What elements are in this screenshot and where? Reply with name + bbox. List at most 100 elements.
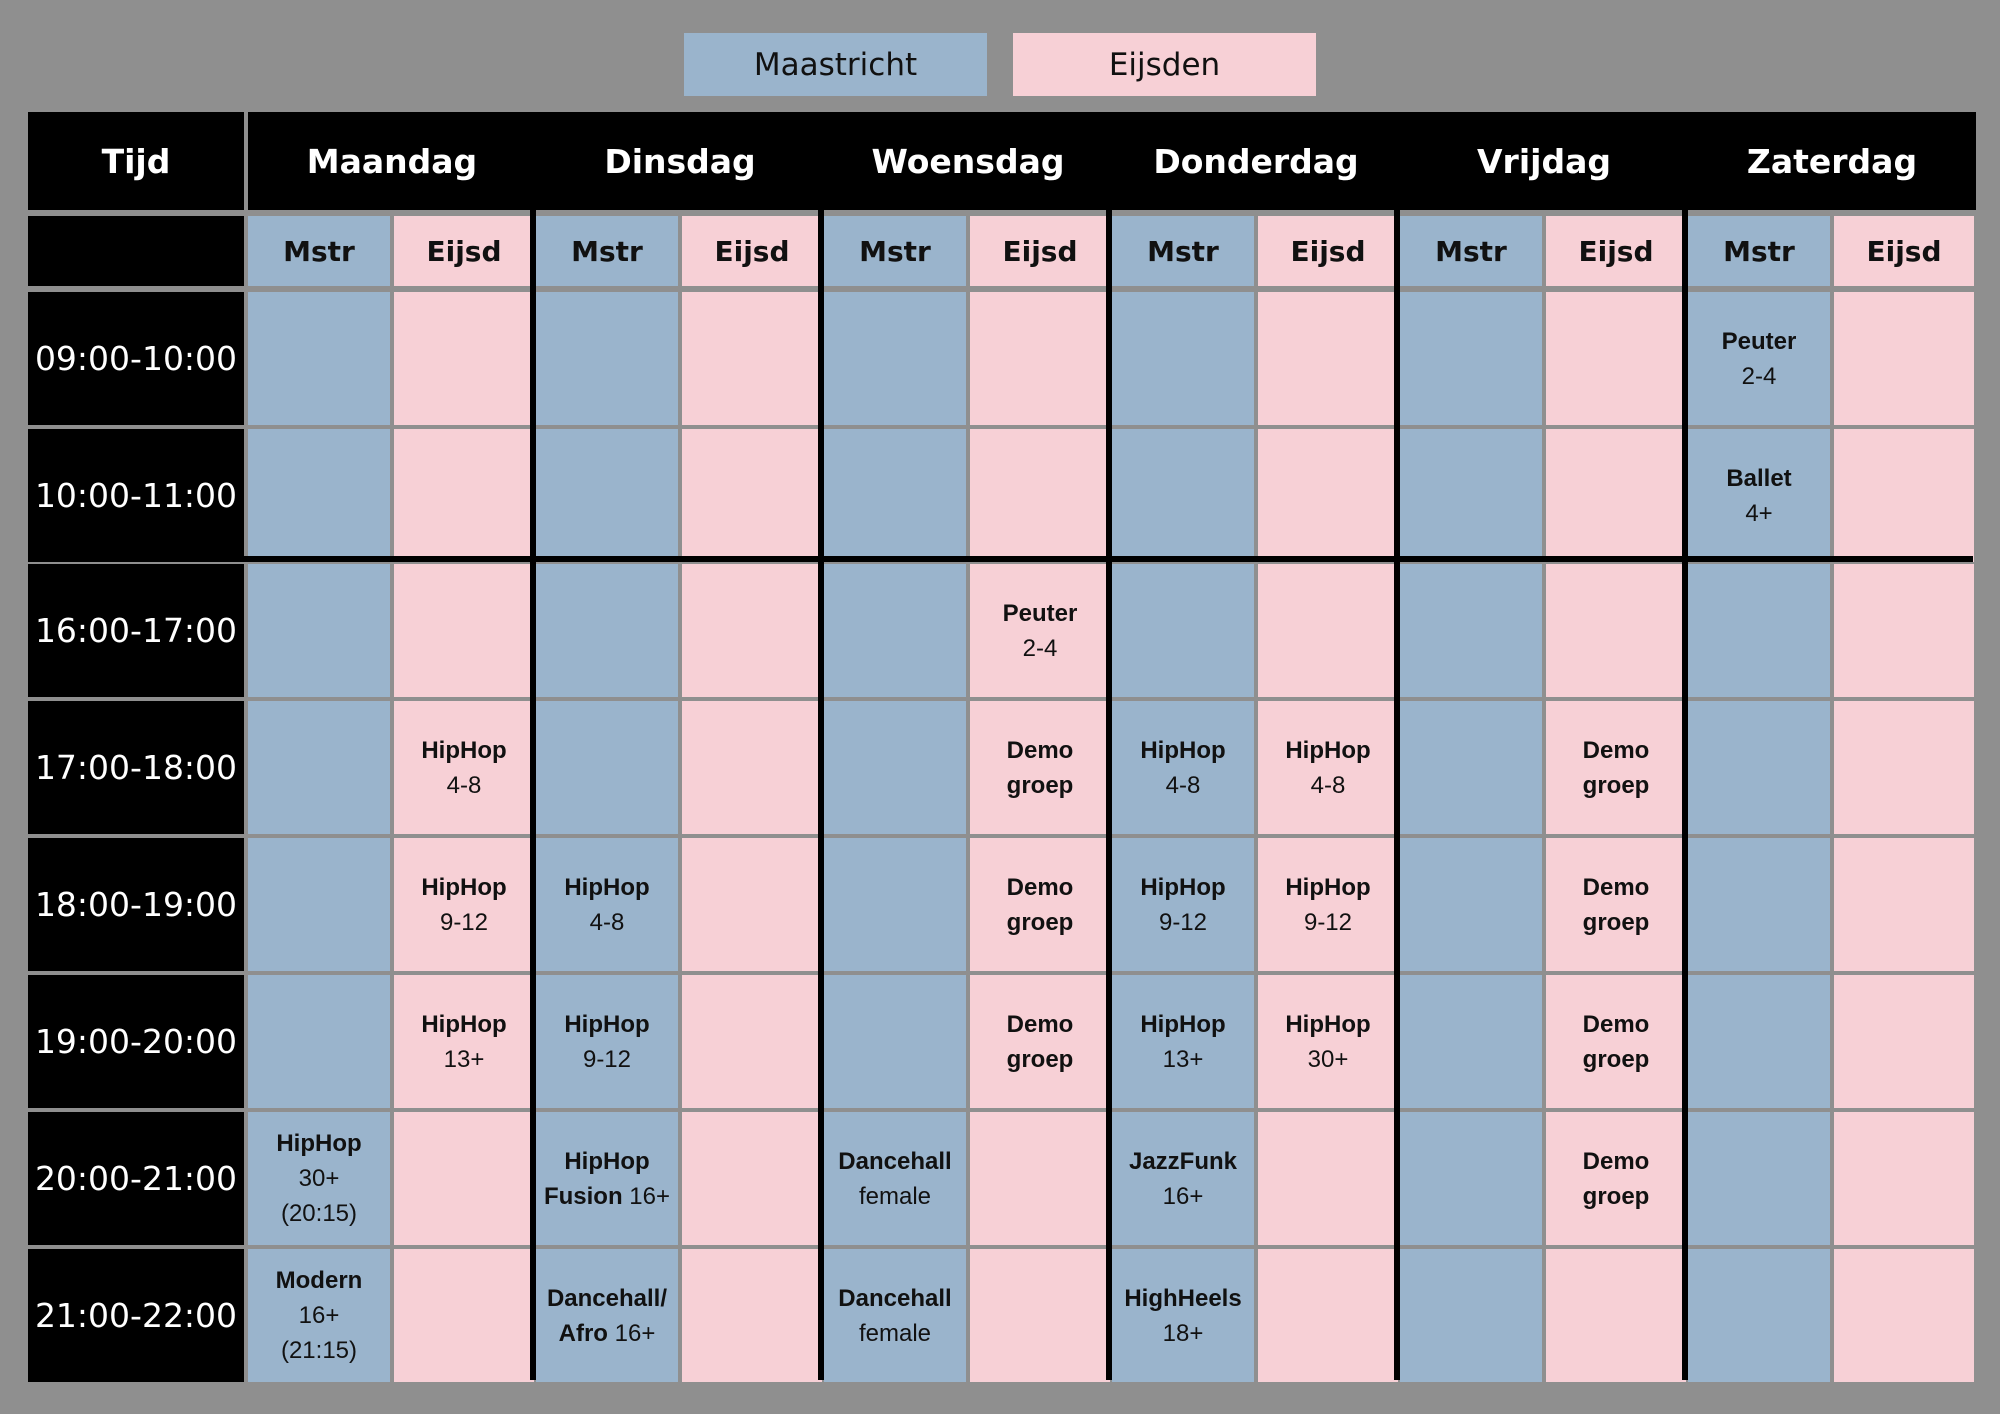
class-line: HipHop xyxy=(1140,733,1225,768)
class-line: Demo xyxy=(1583,1007,1650,1042)
subheader-mstr: Mstr xyxy=(824,216,966,286)
class-line-text: 18+ xyxy=(1162,1319,1204,1347)
schedule-cell-eijsd xyxy=(1258,564,1398,697)
schedule-cell-mstr xyxy=(1688,564,1830,697)
class-line-text: JazzFunk xyxy=(1128,1147,1238,1175)
schedule-cell-eijsd xyxy=(394,564,534,697)
schedule-cell-mstr xyxy=(536,564,678,697)
schedule-cell-eijsd xyxy=(682,564,822,697)
time-slot: 18:00-19:00 xyxy=(28,838,244,971)
class-line-text: HipHop xyxy=(1140,873,1226,901)
class-entry: Dancehall/Afro 16+ xyxy=(536,1249,678,1382)
class-line-text: 4+ xyxy=(1745,499,1773,527)
schedule-cell-mstr xyxy=(824,701,966,834)
class-line: Demo xyxy=(1007,870,1074,905)
class-line: 4-8 xyxy=(447,768,482,803)
class-line: 16+ xyxy=(299,1298,340,1333)
schedule-cell-mstr xyxy=(1688,1112,1830,1245)
schedule-cell-mstr xyxy=(1688,701,1830,834)
class-line: 16+ xyxy=(1163,1179,1204,1214)
schedule-cell-eijsd xyxy=(1834,292,1974,425)
schedule-cell-eijsd xyxy=(1546,429,1686,562)
class-entry: HipHop 9-12 xyxy=(1112,838,1254,971)
schedule-cell-eijsd xyxy=(394,429,534,562)
day-separator xyxy=(1682,112,1688,1380)
day-separator xyxy=(1394,112,1400,1380)
class-line-text: groep xyxy=(1006,1045,1074,1073)
schedule-cell-eijsd xyxy=(682,838,822,971)
schedule-cell-eijsd xyxy=(1546,292,1686,425)
class-entry: HipHop 30+ (20:15) xyxy=(248,1112,390,1245)
subheader-eijsd: Eijsd xyxy=(394,216,534,286)
schedule-cell-eijsd xyxy=(682,1249,822,1382)
class-line-text: 9-12 xyxy=(1158,908,1208,936)
schedule-cell-eijsd xyxy=(1834,1249,1974,1382)
class-line: HipHop xyxy=(421,1007,506,1042)
class-line: 2-4 xyxy=(1023,631,1058,666)
schedule-cell-eijsd xyxy=(1834,1112,1974,1245)
schedule-cell-eijsd xyxy=(970,292,1110,425)
class-entry: Modern 16+ (21:15) xyxy=(248,1249,390,1382)
class-line-text: 16+ xyxy=(298,1302,340,1329)
schedule-cell-eijsd xyxy=(394,1249,534,1382)
class-line-text: HipHop xyxy=(421,873,507,901)
schedule-cell-eijsd xyxy=(682,701,822,834)
class-line: 4-8 xyxy=(1166,768,1201,803)
schedule-cell-mstr xyxy=(1400,564,1542,697)
class-entry: Dancehall female xyxy=(824,1112,966,1245)
class-line-text: HipHop xyxy=(276,1130,362,1157)
class-line: HighHeels xyxy=(1124,1281,1241,1316)
class-line-text: HipHop xyxy=(1285,1010,1371,1038)
class-line: HipHop xyxy=(276,1126,361,1161)
class-line-text: groep xyxy=(1006,908,1074,936)
class-line: 2-4 xyxy=(1742,359,1777,394)
schedule-cell-mstr xyxy=(1112,429,1254,562)
time-column-header: Tijd xyxy=(28,112,244,210)
class-entry: HipHop 4-8 xyxy=(1112,701,1254,834)
class-line-text: Peuter xyxy=(1002,599,1078,627)
schedule-cell-mstr xyxy=(1400,838,1542,971)
class-line: HipHop xyxy=(1285,870,1370,905)
class-line: groep xyxy=(1583,768,1650,803)
schedule-cell-mstr xyxy=(536,292,678,425)
session-separator xyxy=(28,556,1973,562)
class-line: Fusion 16+ xyxy=(544,1179,670,1214)
class-entry: HipHop 9-12 xyxy=(394,838,534,971)
class-line: (20:15) xyxy=(281,1196,357,1231)
class-line: groep xyxy=(1007,1042,1074,1077)
day-header-vrijdag: Vrijdag xyxy=(1400,112,1688,210)
class-line-text: Peuter xyxy=(1721,327,1797,355)
schedule-cell-eijsd xyxy=(394,292,534,425)
schedule-cell-mstr xyxy=(824,292,966,425)
class-entry: HipHop 9-12 xyxy=(536,975,678,1108)
schedule-cell-mstr xyxy=(1400,975,1542,1108)
class-line-text: 2-4 xyxy=(1022,634,1058,662)
time-slot: 21:00-22:00 xyxy=(28,1249,244,1382)
time-slot: 10:00-11:00 xyxy=(28,429,244,562)
schedule-cell-mstr xyxy=(1112,564,1254,697)
class-line-text: groep xyxy=(1582,1045,1650,1073)
schedule-cell-mstr xyxy=(1400,1249,1542,1382)
schedule-cell-mstr xyxy=(248,564,390,697)
schedule-cell-eijsd xyxy=(1258,1249,1398,1382)
class-line: Ballet xyxy=(1726,461,1791,496)
class-line-text: HipHop xyxy=(1140,736,1226,764)
class-line: HipHop xyxy=(564,870,649,905)
class-line: Dancehall/ xyxy=(547,1281,667,1316)
class-line: 9-12 xyxy=(1159,905,1207,940)
schedule-cell-mstr xyxy=(248,292,390,425)
day-header-woensdag: Woensdag xyxy=(824,112,1112,210)
subheader-spacer xyxy=(28,216,244,286)
day-header-donderdag: Donderdag xyxy=(1112,112,1400,210)
class-line: Dancehall xyxy=(838,1144,951,1179)
class-line: Demo xyxy=(1583,870,1650,905)
day-header-maandag: Maandag xyxy=(248,112,536,210)
class-line: groep xyxy=(1007,768,1074,803)
class-line-suffix: 16+ xyxy=(622,1182,671,1210)
class-line-text: HipHop xyxy=(564,1010,650,1038)
class-line: Modern xyxy=(276,1263,363,1298)
subheader-eijsd: Eijsd xyxy=(1834,216,1974,286)
class-line: 9-12 xyxy=(1304,905,1352,940)
class-entry: HipHop 13+ xyxy=(1112,975,1254,1108)
schedule-cell-eijsd xyxy=(682,975,822,1108)
